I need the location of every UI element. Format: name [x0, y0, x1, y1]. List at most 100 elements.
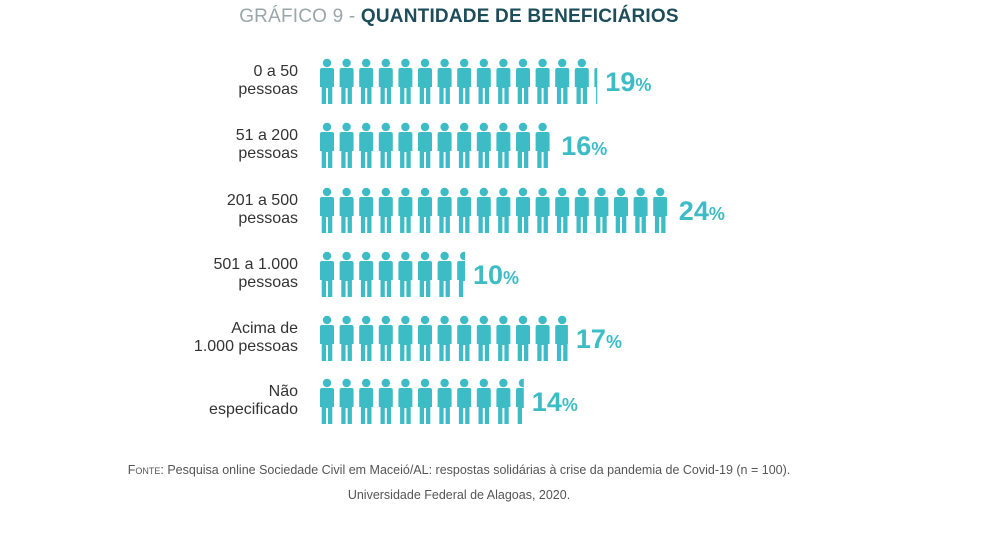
- person-icon: [398, 315, 413, 361]
- person-icon: [594, 187, 609, 233]
- person-icon: [496, 187, 511, 233]
- person-icon: [437, 58, 452, 104]
- person-icon: [398, 378, 413, 424]
- person-icon: [535, 315, 550, 361]
- value-label: 10%: [473, 260, 520, 290]
- person-icon: [437, 187, 452, 233]
- chart-row: 0 a 50 pessoas 19%: [0, 57, 984, 107]
- category-label: Não especificado: [98, 383, 298, 419]
- person-icon: [457, 58, 472, 104]
- person-icon: [339, 58, 354, 104]
- person-icon: [398, 58, 413, 104]
- category-label-line: pessoas: [238, 145, 298, 162]
- person-icon: [320, 315, 334, 361]
- person-icon: [359, 378, 374, 424]
- person-icon: [339, 122, 354, 168]
- category-label-line: 1.000 pessoas: [193, 338, 298, 355]
- person-icon: [398, 122, 413, 168]
- icon-group: [320, 315, 568, 361]
- person-icon: [359, 122, 374, 168]
- person-icon: [457, 122, 472, 168]
- person-icon: [496, 315, 511, 361]
- person-icon: [339, 251, 354, 297]
- value-label: 24%: [678, 196, 725, 226]
- person-icon: [555, 315, 568, 361]
- source-line1: : Pesquisa online Sociedade Civil em Mac…: [160, 463, 791, 477]
- person-icon: [418, 187, 432, 233]
- value-label: 19%: [605, 67, 652, 97]
- person-icon: [378, 315, 393, 361]
- icon-group: [320, 122, 556, 168]
- person-icon: [457, 251, 466, 297]
- title-main: QUANTIDADE DE BENEFICIÁRIOS: [360, 6, 679, 27]
- category-label-line: Não: [268, 383, 298, 400]
- person-icon: [653, 187, 668, 233]
- person-icon: [418, 122, 432, 168]
- person-icon: [574, 187, 589, 233]
- person-icon: [418, 251, 432, 297]
- person-icon: [476, 58, 491, 104]
- chart-row: 51 a 200 pessoas 16%: [0, 121, 984, 171]
- icon-group: [320, 251, 466, 297]
- person-icon: [437, 251, 452, 297]
- person-icon: [535, 58, 550, 104]
- category-label-line: 51 a 200: [235, 127, 298, 144]
- category-label-line: Acima de: [231, 320, 298, 337]
- value-label: 17%: [575, 324, 622, 354]
- category-label: 201 a 500 pessoas: [98, 192, 298, 228]
- person-icon: [555, 58, 570, 104]
- person-icon: [614, 187, 628, 233]
- person-icon: [555, 187, 570, 233]
- person-icon: [320, 251, 334, 297]
- person-icon: [378, 378, 393, 424]
- source-label: Fonte: [127, 463, 161, 477]
- person-icon: [476, 122, 491, 168]
- person-icon: [476, 187, 491, 233]
- person-icon: [516, 122, 530, 168]
- person-icon: [516, 315, 530, 361]
- person-icon: [496, 378, 511, 424]
- person-icon: [418, 58, 432, 104]
- person-icon: [418, 378, 432, 424]
- icon-group: [320, 378, 524, 424]
- chart-title: GRÁFICO 9 - QUANTIDADE DE BENEFICIÁRIOS: [0, 6, 918, 28]
- person-icon: [320, 122, 334, 168]
- person-icon: [457, 315, 472, 361]
- person-icon: [476, 315, 491, 361]
- person-icon: [378, 58, 393, 104]
- person-icon: [378, 187, 393, 233]
- value-label: 14%: [531, 387, 578, 417]
- person-icon: [378, 251, 393, 297]
- chart-row: Não especificado 14%: [0, 377, 984, 427]
- person-icon: [320, 378, 334, 424]
- category-label-line: especificado: [209, 401, 298, 418]
- person-icon: [496, 122, 511, 168]
- person-icon: [555, 123, 556, 168]
- person-icon: [516, 378, 524, 424]
- person-icon: [496, 58, 511, 104]
- person-icon: [516, 58, 530, 104]
- person-icon: [437, 122, 452, 168]
- icon-group: [320, 187, 668, 233]
- chart-row: Acima de 1.000 pessoas 17%: [0, 314, 984, 364]
- category-label-line: 501 a 1.000: [213, 256, 298, 273]
- person-icon: [437, 315, 452, 361]
- person-icon: [320, 187, 334, 233]
- source-note: Fonte: Pesquisa online Sociedade Civil e…: [0, 458, 918, 508]
- category-label-line: pessoas: [238, 81, 298, 98]
- title-prefix: GRÁFICO 9 -: [239, 6, 361, 27]
- person-icon: [339, 315, 354, 361]
- person-icon: [398, 187, 413, 233]
- person-icon: [457, 187, 472, 233]
- person-icon: [339, 187, 354, 233]
- person-icon: [359, 315, 374, 361]
- person-icon: [359, 187, 374, 233]
- chart-row: 501 a 1.000 pessoas 10%: [0, 250, 984, 300]
- category-label-line: pessoas: [238, 274, 298, 291]
- source-line2: Universidade Federal de Alagoas, 2020.: [347, 488, 571, 502]
- category-label: 0 a 50 pessoas: [98, 63, 298, 99]
- person-icon: [574, 58, 589, 104]
- person-icon: [359, 251, 374, 297]
- person-icon: [339, 378, 354, 424]
- icon-group: [320, 58, 598, 104]
